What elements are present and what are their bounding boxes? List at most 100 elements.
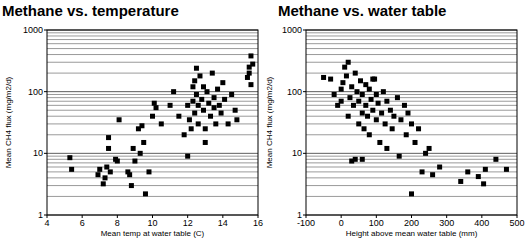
point xyxy=(220,80,225,85)
point xyxy=(409,191,414,196)
point xyxy=(342,65,347,70)
tick-label: 200 xyxy=(404,218,419,228)
minor-grid-line xyxy=(47,94,258,95)
minor-grid-line xyxy=(47,54,258,55)
minor-grid-line xyxy=(47,73,258,74)
point xyxy=(427,146,432,151)
grid-line xyxy=(306,91,517,92)
minor-grid-line xyxy=(306,110,517,111)
point xyxy=(395,95,400,100)
plot-frame xyxy=(47,30,258,215)
point xyxy=(234,117,239,122)
panel: Methane vs. water table1101001000-100010… xyxy=(265,2,525,238)
point xyxy=(353,157,358,162)
point xyxy=(189,126,194,131)
minor-grid-line xyxy=(306,43,517,44)
minor-grid-line xyxy=(47,167,258,168)
point xyxy=(194,92,199,97)
point xyxy=(332,92,337,97)
point xyxy=(409,121,414,126)
point xyxy=(346,60,351,65)
minor-grid-line xyxy=(47,110,258,111)
point xyxy=(339,99,344,104)
point xyxy=(205,89,210,94)
point xyxy=(138,151,143,156)
point xyxy=(229,92,234,97)
tick-label: 10 xyxy=(33,148,43,158)
point xyxy=(250,62,255,67)
tick-label: 1 xyxy=(38,210,43,220)
point xyxy=(360,92,365,97)
point xyxy=(159,121,164,126)
point xyxy=(340,80,345,85)
point xyxy=(402,103,407,108)
point xyxy=(504,167,509,172)
point xyxy=(213,121,218,126)
x-axis-label: Mean temp at water table (C) xyxy=(101,229,205,238)
point xyxy=(493,157,498,162)
point xyxy=(233,108,238,113)
grid-line xyxy=(47,91,258,92)
point xyxy=(210,71,215,76)
tick-label: 300 xyxy=(439,218,454,228)
point xyxy=(108,169,113,174)
point xyxy=(196,103,201,108)
minor-grid-line xyxy=(306,73,517,74)
tick-label: 1000 xyxy=(282,25,302,35)
minor-grid-line xyxy=(306,159,517,160)
point xyxy=(95,172,100,177)
minor-grid-line xyxy=(47,62,258,63)
minor-grid-line xyxy=(306,54,517,55)
point xyxy=(356,99,361,104)
point xyxy=(194,66,199,71)
minor-grid-line xyxy=(306,94,517,95)
point xyxy=(430,172,435,177)
point xyxy=(217,103,222,108)
point xyxy=(360,111,365,116)
point xyxy=(376,101,381,106)
tick-label: 100 xyxy=(369,218,384,228)
tick-label: 6 xyxy=(80,218,85,228)
point xyxy=(379,111,384,116)
point xyxy=(377,140,382,145)
minor-grid-line xyxy=(47,159,258,160)
point xyxy=(115,159,120,164)
point xyxy=(141,140,146,145)
point xyxy=(405,111,410,116)
point xyxy=(391,114,396,119)
point xyxy=(212,95,217,100)
point xyxy=(374,117,379,122)
point xyxy=(106,135,111,140)
tick-label: 16 xyxy=(253,218,263,228)
point xyxy=(192,111,197,116)
minor-grid-line xyxy=(306,177,517,178)
title: Methane vs. water table xyxy=(278,2,446,19)
point xyxy=(199,97,204,102)
point xyxy=(150,114,155,119)
tick-label: 100 xyxy=(287,87,302,97)
point xyxy=(196,121,201,126)
point xyxy=(358,78,363,83)
point xyxy=(143,191,148,196)
point xyxy=(347,95,352,100)
tick-label: 500 xyxy=(509,218,524,228)
minor-grid-line xyxy=(47,35,258,36)
tick-label: 400 xyxy=(474,218,489,228)
minor-grid-line xyxy=(306,116,517,117)
point xyxy=(206,101,211,106)
point xyxy=(374,92,379,97)
point xyxy=(146,169,151,174)
point xyxy=(245,75,250,80)
point xyxy=(226,121,231,126)
point xyxy=(388,108,393,113)
point xyxy=(139,123,144,128)
minor-grid-line xyxy=(306,101,517,102)
minor-grid-line xyxy=(306,97,517,98)
point xyxy=(328,77,333,82)
point xyxy=(476,174,481,179)
point xyxy=(67,155,72,160)
point xyxy=(481,181,486,186)
tick-label: -100 xyxy=(297,218,315,228)
point xyxy=(465,169,470,174)
point xyxy=(248,53,253,58)
